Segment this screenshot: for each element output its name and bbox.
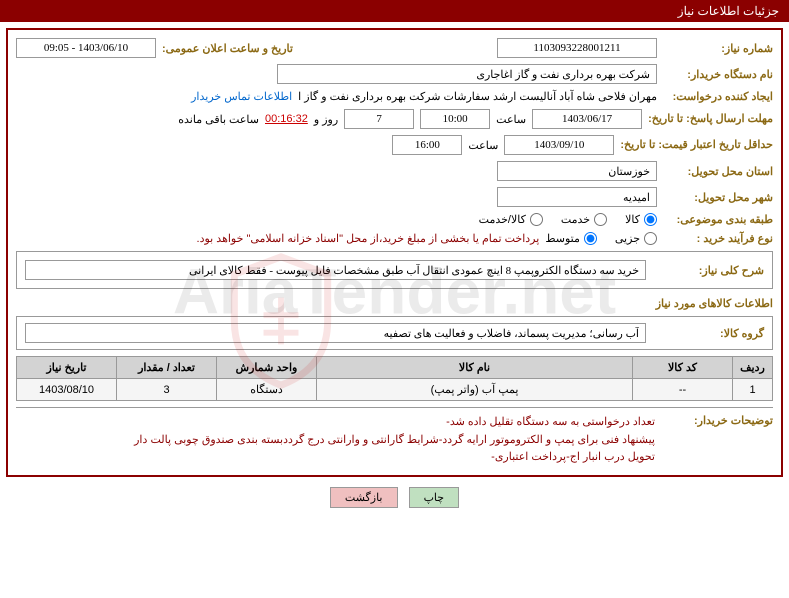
desc-label: شرح کلی نیاز: [654,264,764,277]
group-input[interactable] [25,323,646,343]
org-label: نام دستگاه خریدار: [663,68,773,81]
cell-row: 1 [733,379,773,401]
note-line: پیشنهاد فنی برای پمپ و الکتروموتور ارایه… [16,432,655,450]
page-header: جزئیات اطلاعات نیاز [0,0,789,22]
button-row: چاپ بازگشت [0,487,789,508]
back-button[interactable]: بازگشت [330,487,398,508]
col-row: ردیف [733,357,773,379]
main-frame: شماره نیاز: تاریخ و ساعت اعلان عمومی: نا… [6,28,783,477]
col-date: تاریخ نیاز [17,357,117,379]
need-no-input[interactable] [497,38,657,58]
table-row: 1 -- پمپ آب (واتر پمپ) دستگاه 3 1403/08/… [17,379,773,401]
city-input[interactable] [497,187,657,207]
cell-name: پمپ آب (واتر پمپ) [317,379,633,401]
col-code: کد کالا [633,357,733,379]
cell-code: -- [633,379,733,401]
cell-unit: دستگاه [217,379,317,401]
requester-text: مهران فلاحی شاه آباد آنالیست ارشد سفارشا… [298,90,657,103]
radio-partial[interactable]: جزیی [615,232,657,245]
col-unit: واحد شمارش [217,357,317,379]
col-name: نام کالا [317,357,633,379]
radio-service[interactable]: خدمت [561,213,607,226]
validity-label: حداقل تاریخ اعتبار قیمت: تا تاریخ: [620,138,773,152]
province-label: استان محل تحویل: [663,165,773,178]
announce-input[interactable] [16,38,156,58]
validity-date-input[interactable] [504,135,614,155]
note-line: تعداد درخواستی به سه دستگاه تقلیل داده ش… [16,414,655,432]
print-button[interactable]: چاپ [409,487,460,508]
days-input[interactable] [344,109,414,129]
cell-qty: 3 [117,379,217,401]
time-label-1: ساعت [496,113,526,126]
desc-box: شرح کلی نیاز: [16,251,773,289]
need-no-label: شماره نیاز: [663,42,773,55]
buyer-notes-section: توضیحات خریدار: تعداد درخواستی به سه دست… [16,407,773,467]
payment-note: پرداخت تمام یا بخشی از مبلغ خرید،از محل … [197,232,540,245]
process-radio-group: جزیی متوسط [545,232,657,245]
notes-label: توضیحات خریدار: [663,414,773,427]
deadline-date-input[interactable] [532,109,642,129]
city-label: شهر محل تحویل: [663,191,773,204]
radio-goods[interactable]: کالا [625,213,657,226]
col-qty: تعداد / مقدار [117,357,217,379]
page-title: جزئیات اطلاعات نیاز [678,4,779,18]
validity-time-input[interactable] [392,135,462,155]
deadline-time-input[interactable] [420,109,490,129]
group-label: گروه کالا: [654,327,764,340]
org-input[interactable] [277,64,657,84]
contact-link[interactable]: اطلاعات تماس خریدار [191,90,292,103]
countdown-text: 00:16:32 [265,113,308,125]
requester-label: ایجاد کننده درخواست: [663,90,773,103]
days-suffix: روز و [314,113,338,126]
province-input[interactable] [497,161,657,181]
remaining-suffix: ساعت باقی مانده [178,113,259,126]
goods-heading: اطلاعات کالاهای مورد نیاز [16,297,773,310]
note-line: تحویل درب انبار اج-پرداخت اعتباری- [16,449,655,467]
time-label-2: ساعت [468,139,498,152]
announce-label: تاریخ و ساعت اعلان عمومی: [162,42,293,55]
group-box: گروه کالا: [16,316,773,350]
category-label: طبقه بندی موضوعی: [663,213,773,226]
notes-body: تعداد درخواستی به سه دستگاه تقلیل داده ش… [16,414,655,467]
process-label: نوع فرآیند خرید : [663,232,773,245]
category-radio-group: کالا خدمت کالا/خدمت [479,213,657,226]
cell-date: 1403/08/10 [17,379,117,401]
table-header-row: ردیف کد کالا نام کالا واحد شمارش تعداد /… [17,357,773,379]
deadline-label: مهلت ارسال پاسخ: تا تاریخ: [648,112,773,126]
radio-medium[interactable]: متوسط [545,232,597,245]
desc-input[interactable] [25,260,646,280]
radio-both[interactable]: کالا/خدمت [479,213,543,226]
goods-table: ردیف کد کالا نام کالا واحد شمارش تعداد /… [16,356,773,401]
